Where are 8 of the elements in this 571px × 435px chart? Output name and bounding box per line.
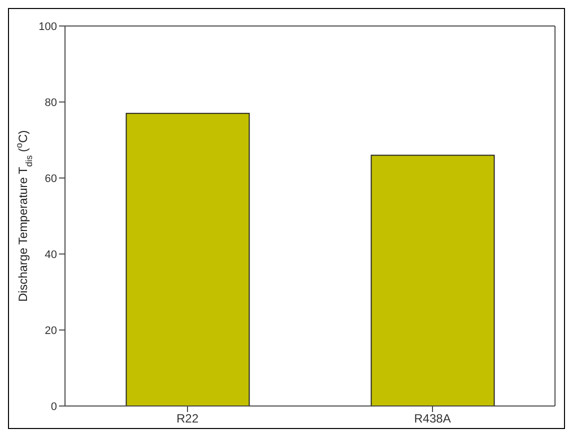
y-tick-label: 100 xyxy=(38,20,57,33)
y-tick-label: 20 xyxy=(44,324,57,337)
x-tick-label: R438A xyxy=(414,412,451,426)
y-tick-label: 80 xyxy=(44,96,57,109)
y-tick-label: 60 xyxy=(44,172,57,185)
y-tick-label: 40 xyxy=(44,248,57,261)
y-tick-label: 0 xyxy=(50,400,57,413)
x-tick-label: R22 xyxy=(176,412,199,426)
